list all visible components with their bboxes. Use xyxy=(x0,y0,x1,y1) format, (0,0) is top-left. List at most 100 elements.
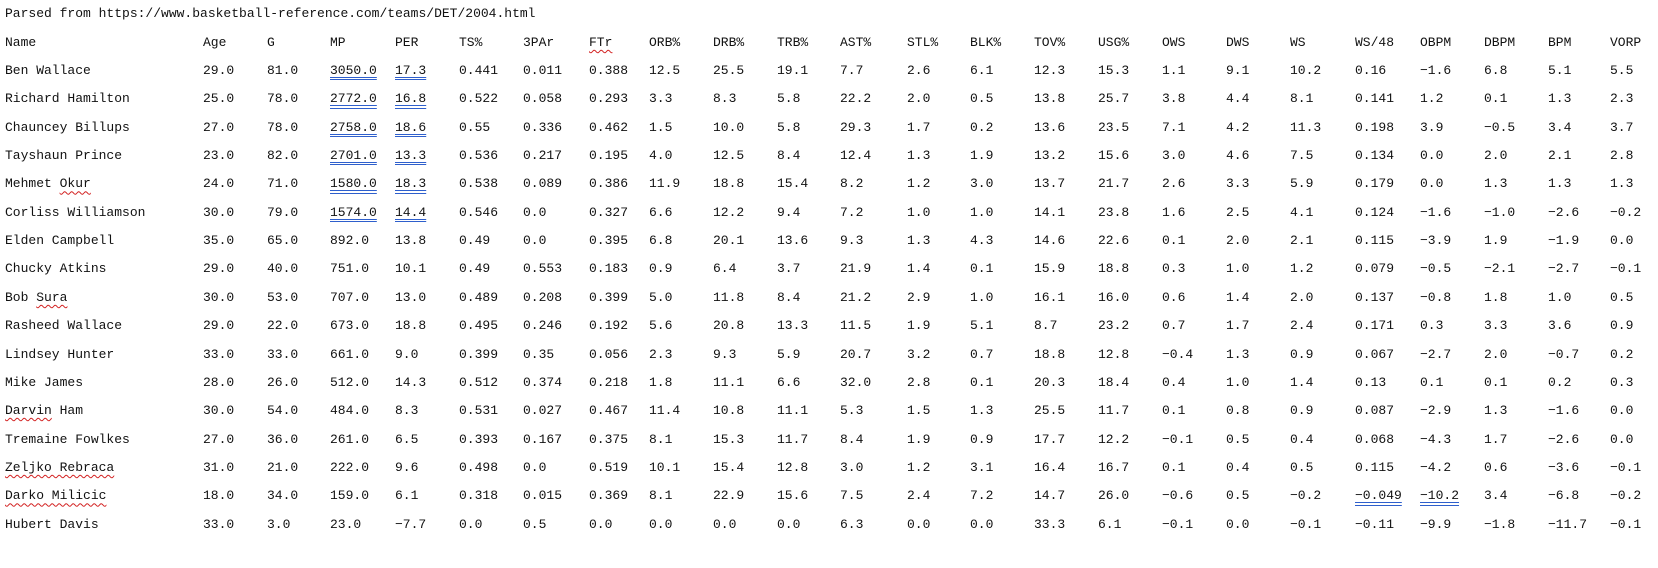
stat-cell: 0.1 xyxy=(1420,374,1444,390)
stat-cell: 0.369 xyxy=(589,488,629,504)
stat-cell: 0.16 xyxy=(1355,63,1387,78)
stat-cell: 15.4 xyxy=(777,176,809,192)
stat-cell: 16.7 xyxy=(1098,459,1130,475)
stat-cell: 5.1 xyxy=(970,318,994,334)
stat-cell: 20.1 xyxy=(713,233,745,249)
stat-cell: 0.536 xyxy=(459,148,499,164)
stat-cell: 3.9 xyxy=(1420,119,1444,135)
stat-cell: 36.0 xyxy=(267,431,299,447)
stat-cell: 26.0 xyxy=(267,374,299,390)
stat-cell: 2.4 xyxy=(1290,318,1314,334)
stat-cell: 0.4 xyxy=(1226,459,1250,475)
stat-cell: 1.9 xyxy=(1484,233,1508,249)
stat-cell: 2.1 xyxy=(1548,148,1572,164)
stat-cell: 0.198 xyxy=(1355,119,1395,135)
stat-cell: 29.0 xyxy=(203,63,235,78)
stat-cell: 21.9 xyxy=(840,261,872,277)
stat-cell: 14.3 xyxy=(395,374,427,390)
stat-cell: 7.2 xyxy=(970,488,994,504)
stat-cell: 78.0 xyxy=(267,91,299,107)
stat-cell: 0.3 xyxy=(1162,261,1186,277)
stat-cell: 2.0 xyxy=(1484,346,1508,362)
column-header: G xyxy=(267,35,275,50)
player-name: Zeljko Rebraca xyxy=(5,459,115,475)
stat-cell: 4.1 xyxy=(1290,204,1314,220)
stat-cell: 5.9 xyxy=(777,346,801,362)
stat-cell: −2.6 xyxy=(1548,431,1580,447)
stat-cell: −0.8 xyxy=(1420,289,1452,305)
stat-cell: 1.0 xyxy=(1548,289,1572,305)
stat-cell: 0.5 xyxy=(1226,488,1250,504)
stat-cell: −3.6 xyxy=(1548,459,1580,475)
stat-cell: 3.3 xyxy=(649,91,673,107)
stat-cell: 0.0 xyxy=(589,516,613,532)
stat-cell: −0.2 xyxy=(1610,204,1642,220)
stat-cell: 0.35 xyxy=(523,346,555,362)
stat-cell: −0.5 xyxy=(1484,119,1516,135)
stat-cell: 11.1 xyxy=(777,403,809,419)
stat-cell: 0.0 xyxy=(1226,516,1250,532)
stat-cell: 0.218 xyxy=(589,374,629,390)
stat-cell: 1.9 xyxy=(970,148,994,164)
stat-cell: 0.553 xyxy=(523,261,563,277)
stat-cell: 71.0 xyxy=(267,176,299,192)
stat-cell: 54.0 xyxy=(267,403,299,419)
stat-cell: 1.3 xyxy=(907,233,931,249)
stat-cell: 5.1 xyxy=(1548,63,1572,78)
stat-cell: 0.8 xyxy=(1226,403,1250,419)
stat-cell: 4.6 xyxy=(1226,148,1250,164)
stat-cell: 707.0 xyxy=(330,289,370,305)
stat-cell: 11.8 xyxy=(713,289,745,305)
stat-cell: 0.089 xyxy=(523,176,563,192)
stat-cell: 1.3 xyxy=(1226,346,1250,362)
stat-cell: 1.4 xyxy=(907,261,931,277)
stat-cell: 0.0 xyxy=(1610,233,1634,249)
stat-cell: 1.2 xyxy=(907,459,931,475)
stat-cell: 2772.0 xyxy=(330,91,377,107)
stat-cell: 1.3 xyxy=(1610,176,1634,192)
stat-cell: 0.512 xyxy=(459,374,499,390)
stat-cell: 23.5 xyxy=(1098,119,1130,135)
stat-cell: 18.8 xyxy=(1098,261,1130,277)
stat-cell: 11.3 xyxy=(1290,119,1322,135)
stat-cell: 3.0 xyxy=(840,459,864,475)
stat-cell: 13.3 xyxy=(777,318,809,334)
stat-cell: 5.6 xyxy=(649,318,673,334)
stat-cell: 8.1 xyxy=(649,431,673,447)
stat-cell: 15.6 xyxy=(1098,148,1130,164)
stat-cell: 0.2 xyxy=(1548,374,1572,390)
stat-cell: 0.137 xyxy=(1355,289,1395,305)
stat-cell: 1580.0 xyxy=(330,176,377,192)
stat-cell: 0.293 xyxy=(589,91,629,107)
stat-cell: 12.8 xyxy=(777,459,809,475)
stat-cell: 34.0 xyxy=(267,488,299,504)
stat-cell: −0.5 xyxy=(1420,261,1452,277)
stat-cell: 32.0 xyxy=(840,374,872,390)
stat-cell: 0.0 xyxy=(713,516,737,532)
column-header: WS xyxy=(1290,35,1306,50)
stat-cell: 13.0 xyxy=(395,289,427,305)
stat-cell: 0.2 xyxy=(1610,346,1634,362)
stat-cell: 0.531 xyxy=(459,403,499,419)
stat-cell: 0.141 xyxy=(1355,91,1395,107)
stat-cell: 7.5 xyxy=(840,488,864,504)
stat-cell: 16.8 xyxy=(395,91,427,107)
stat-cell: −0.1 xyxy=(1290,516,1322,532)
stat-cell: 15.3 xyxy=(713,431,745,447)
stat-cell: 0.0 xyxy=(459,516,483,532)
stat-cell: 0.318 xyxy=(459,488,499,504)
column-header: BLK% xyxy=(970,35,1002,50)
stat-cell: 78.0 xyxy=(267,119,299,135)
stat-cell: 9.3 xyxy=(713,346,737,362)
stat-cell: −0.2 xyxy=(1290,488,1322,504)
stat-cell: 0.0 xyxy=(1420,176,1444,192)
stat-cell: 0.124 xyxy=(1355,204,1395,220)
stat-cell: −11.7 xyxy=(1548,516,1588,532)
stat-cell: 4.2 xyxy=(1226,119,1250,135)
stat-cell: 1.3 xyxy=(970,403,994,419)
stat-cell: −2.7 xyxy=(1548,261,1580,277)
stat-cell: 65.0 xyxy=(267,233,299,249)
stat-cell: 13.6 xyxy=(777,233,809,249)
stat-cell: 25.0 xyxy=(203,91,235,107)
stat-cell: 0.192 xyxy=(589,318,629,334)
